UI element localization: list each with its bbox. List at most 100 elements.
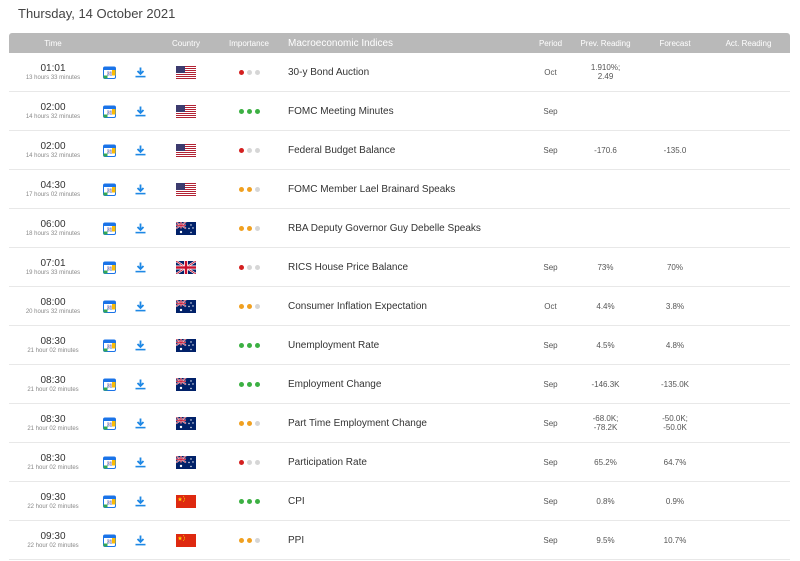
prev-reading-cell: -170.6 xyxy=(572,146,639,155)
time-remaining: 14 hours 32 minutes xyxy=(25,113,81,120)
time-cell: 02:00 14 hours 32 minutes xyxy=(9,141,97,160)
period-cell: Sep xyxy=(543,106,558,116)
prev-reading: -170.6 xyxy=(594,145,617,155)
forecast-cell: 10.7% xyxy=(639,536,711,545)
add-to-calendar-icon[interactable]: 31 xyxy=(97,66,122,79)
indicator-name[interactable]: Part Time Employment Change xyxy=(288,417,427,429)
indicator-name[interactable]: RBA Deputy Governor Guy Debelle Speaks xyxy=(288,222,481,234)
add-to-calendar-icon[interactable]: 31 xyxy=(97,222,122,235)
download-icon[interactable] xyxy=(122,496,158,507)
add-to-calendar-icon[interactable]: 31 xyxy=(97,378,122,391)
table-row[interactable]: 02:00 14 hours 32 minutes 31 FOMC Meetin… xyxy=(9,92,790,131)
table-row[interactable]: 08:00 20 hours 32 minutes 31 Consumer In… xyxy=(9,287,790,326)
header-actual[interactable]: Act. Reading xyxy=(725,38,772,48)
download-icon[interactable] xyxy=(122,223,158,234)
indicator-name[interactable]: FOMC Member Lael Brainard Speaks xyxy=(288,183,456,195)
download-icon[interactable] xyxy=(122,67,158,78)
header-time[interactable]: Time xyxy=(44,38,62,48)
country-flag-icon xyxy=(158,338,214,352)
importance-indicator xyxy=(214,498,284,504)
download-icon[interactable] xyxy=(122,535,158,546)
prev-reading: 65.2% xyxy=(594,457,617,467)
indicator-name[interactable]: 30-y Bond Auction xyxy=(288,66,370,78)
period-cell: Sep xyxy=(543,340,558,350)
indicator-name[interactable]: Unemployment Rate xyxy=(288,339,380,351)
download-icon[interactable] xyxy=(122,418,158,429)
table-row[interactable]: 07:01 19 hours 33 minutes 31 RICS House … xyxy=(9,248,790,287)
add-to-calendar-icon[interactable]: 31 xyxy=(97,417,122,430)
importance-dot xyxy=(254,420,260,426)
importance-dot xyxy=(238,342,244,348)
indicator-name[interactable]: Federal Budget Balance xyxy=(288,144,396,156)
add-to-calendar-icon[interactable]: 31 xyxy=(97,339,122,352)
time-remaining: 17 hours 02 minutes xyxy=(25,191,81,198)
forecast-value: 70% xyxy=(666,262,683,272)
importance-indicator xyxy=(214,147,284,153)
add-to-calendar-icon[interactable]: 31 xyxy=(97,105,122,118)
event-time: 02:00 xyxy=(40,140,66,152)
header-period[interactable]: Period xyxy=(538,38,563,48)
table-row[interactable]: 04:30 17 hours 02 minutes 31 FOMC Member… xyxy=(9,170,790,209)
indicator-name[interactable]: CPI xyxy=(288,495,305,507)
header-importance[interactable]: Importance xyxy=(228,38,270,48)
add-to-calendar-icon[interactable]: 31 xyxy=(97,534,122,547)
country-flag-icon xyxy=(158,299,214,313)
download-icon[interactable] xyxy=(122,340,158,351)
period-cell: Sep xyxy=(543,262,558,272)
add-to-calendar-icon[interactable]: 31 xyxy=(97,300,122,313)
time-remaining: 13 hours 33 minutes xyxy=(25,74,81,81)
time-cell: 08:00 20 hours 32 minutes xyxy=(9,297,97,316)
table-body: 01:01 13 hours 33 minutes 31 30-y Bond A… xyxy=(9,53,790,560)
table-row[interactable]: 01:01 13 hours 33 minutes 31 30-y Bond A… xyxy=(9,53,790,92)
importance-indicator xyxy=(214,225,284,231)
table-row[interactable]: 09:30 22 hour 02 minutes 31 PPI Sep 9.5%… xyxy=(9,521,790,560)
download-icon[interactable] xyxy=(122,145,158,156)
indicator-name[interactable]: Consumer Inflation Expectation xyxy=(288,300,427,312)
download-icon[interactable] xyxy=(122,262,158,273)
period-cell: Oct xyxy=(544,301,557,311)
indicator-name[interactable]: RICS House Price Balance xyxy=(288,261,409,273)
country-flag-icon xyxy=(158,260,214,274)
event-time: 07:01 xyxy=(40,257,66,269)
table-row[interactable]: 08:30 21 hour 02 minutes 31 Part Time Em… xyxy=(9,404,790,443)
download-icon[interactable] xyxy=(122,301,158,312)
importance-dot xyxy=(246,225,252,231)
importance-dot xyxy=(238,537,244,543)
indicator-name[interactable]: Employment Change xyxy=(288,378,382,390)
table-row[interactable]: 08:30 21 hour 02 minutes 31 Employment C… xyxy=(9,365,790,404)
prev-reading: 0.8% xyxy=(596,496,615,506)
header-prev[interactable]: Prev. Reading xyxy=(580,38,631,48)
add-to-calendar-icon[interactable]: 31 xyxy=(97,456,122,469)
prev-reading-cell: 1.910%; 2.49 xyxy=(572,63,639,81)
forecast-value: 0.9% xyxy=(665,496,685,506)
download-icon[interactable] xyxy=(122,379,158,390)
indicator-name[interactable]: FOMC Meeting Minutes xyxy=(288,105,394,117)
forecast-cell: -50.0K; -50.0K xyxy=(639,414,711,432)
table-row[interactable]: 09:30 22 hour 02 minutes 31 CPI Sep 0.8%… xyxy=(9,482,790,521)
add-to-calendar-icon[interactable]: 31 xyxy=(97,261,122,274)
country-flag-icon xyxy=(158,455,214,469)
add-to-calendar-icon[interactable]: 31 xyxy=(97,495,122,508)
event-time: 09:30 xyxy=(40,530,66,542)
indicator-name[interactable]: PPI xyxy=(288,534,305,546)
forecast-cell: 0.9% xyxy=(639,497,711,506)
table-row[interactable]: 06:00 18 hours 32 minutes 31 RBA Deputy … xyxy=(9,209,790,248)
header-indicator[interactable]: Macroeconomic Indices xyxy=(288,37,394,49)
time-cell: 09:30 22 hour 02 minutes xyxy=(9,531,97,550)
prev-reading: 1.910%; xyxy=(590,63,621,72)
time-cell: 08:30 21 hour 02 minutes xyxy=(9,453,97,472)
event-time: 06:00 xyxy=(40,218,66,230)
header-country[interactable]: Country xyxy=(171,38,200,48)
indicator-name[interactable]: Participation Rate xyxy=(288,456,367,468)
add-to-calendar-icon[interactable]: 31 xyxy=(97,183,122,196)
importance-dot xyxy=(238,69,244,75)
table-row[interactable]: 08:30 21 hour 02 minutes 31 Unemployment… xyxy=(9,326,790,365)
add-to-calendar-icon[interactable]: 31 xyxy=(97,144,122,157)
svg-text:31: 31 xyxy=(107,266,113,272)
download-icon[interactable] xyxy=(122,106,158,117)
download-icon[interactable] xyxy=(122,457,158,468)
table-row[interactable]: 02:00 14 hours 32 minutes 31 Federal Bud… xyxy=(9,131,790,170)
download-icon[interactable] xyxy=(122,184,158,195)
header-forecast[interactable]: Forecast xyxy=(659,38,691,48)
table-row[interactable]: 08:30 21 hour 02 minutes 31 Participatio… xyxy=(9,443,790,482)
